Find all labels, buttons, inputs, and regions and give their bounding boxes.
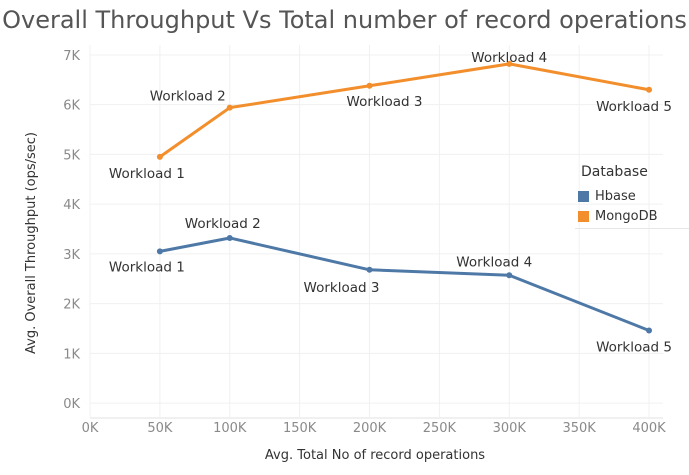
data-point-mongodb[interactable] [506,60,513,67]
data-label-hbase: Workload 1 [109,259,185,275]
data-point-hbase[interactable] [156,248,163,255]
data-point-mongodb[interactable] [226,104,233,111]
chart-title: Overall Throughput Vs Total number of re… [2,6,687,34]
x-tick-label: 100K [213,421,247,436]
legend-label-hbase: Hbase [595,188,636,204]
y-tick-label: 6K [63,99,80,114]
data-point-mongodb[interactable] [646,86,653,93]
data-point-hbase[interactable] [646,327,653,334]
data-label-mongodb: Workload 5 [596,99,672,115]
data-label-hbase: Workload 3 [304,280,380,296]
x-tick-label: 200K [353,421,387,436]
y-tick-label: 7K [63,49,80,64]
data-label-mongodb: Workload 1 [109,166,185,182]
data-labels: Workload 1 Workload 2 Workload 3 Workload 4… [109,50,672,356]
legend-label-mongodb: MongoDB [595,208,658,224]
data-label-hbase: Workload 5 [596,339,672,355]
data-point-mongodb[interactable] [156,153,163,160]
legend: Database Hbase MongoDB [575,160,689,229]
y-tick-label: 4K [63,198,80,213]
x-tick-label: 350K [562,421,596,436]
legend-title: Database [581,164,648,180]
x-tick-label: 0K [82,421,99,436]
grid [89,45,663,419]
y-axis-title: Avg. Overall Throughput (ops/sec) [24,132,39,354]
legend-item-hbase[interactable]: Hbase [575,186,689,206]
x-axis-title: Avg. Total No of record operations [265,448,485,463]
y-tick-label: 3K [63,248,80,263]
data-label-hbase: Workload 2 [185,216,261,232]
data-point-mongodb[interactable] [366,82,373,89]
legend-swatch-hbase [578,190,589,202]
data-point-hbase[interactable] [226,234,233,241]
legend-divider [575,228,689,229]
series [156,60,653,334]
data-point-hbase[interactable] [366,266,373,273]
data-label-mongodb: Workload 3 [347,94,423,110]
legend-swatch-mongodb [578,210,589,222]
y-tick-label: 1K [63,347,80,362]
legend-item-mongodb[interactable]: MongoDB [575,206,689,226]
x-tick-label: 300K [493,421,527,436]
x-tick-label: 50K [147,421,173,436]
x-tick-label: 250K [423,421,457,436]
data-label-mongodb: Workload 4 [471,50,547,66]
y-tick-label: 5K [63,148,80,163]
x-tick-label: 400K [632,421,666,436]
data-point-hbase[interactable] [506,272,513,279]
series-line-mongodb [159,62,650,159]
y-tick-label: 2K [63,298,80,313]
y-tick-label: 0K [63,397,80,412]
axis-ticks: 0K 1K 2K 3K 4K 5K 6K 7K 0K 50K 100K 150K 200K 250K 300… [63,49,666,436]
data-label-hbase: Workload 4 [456,254,532,270]
data-label-mongodb: Workload 2 [150,89,226,105]
x-tick-label: 150K [283,421,317,436]
series-line-hbase [159,236,650,332]
